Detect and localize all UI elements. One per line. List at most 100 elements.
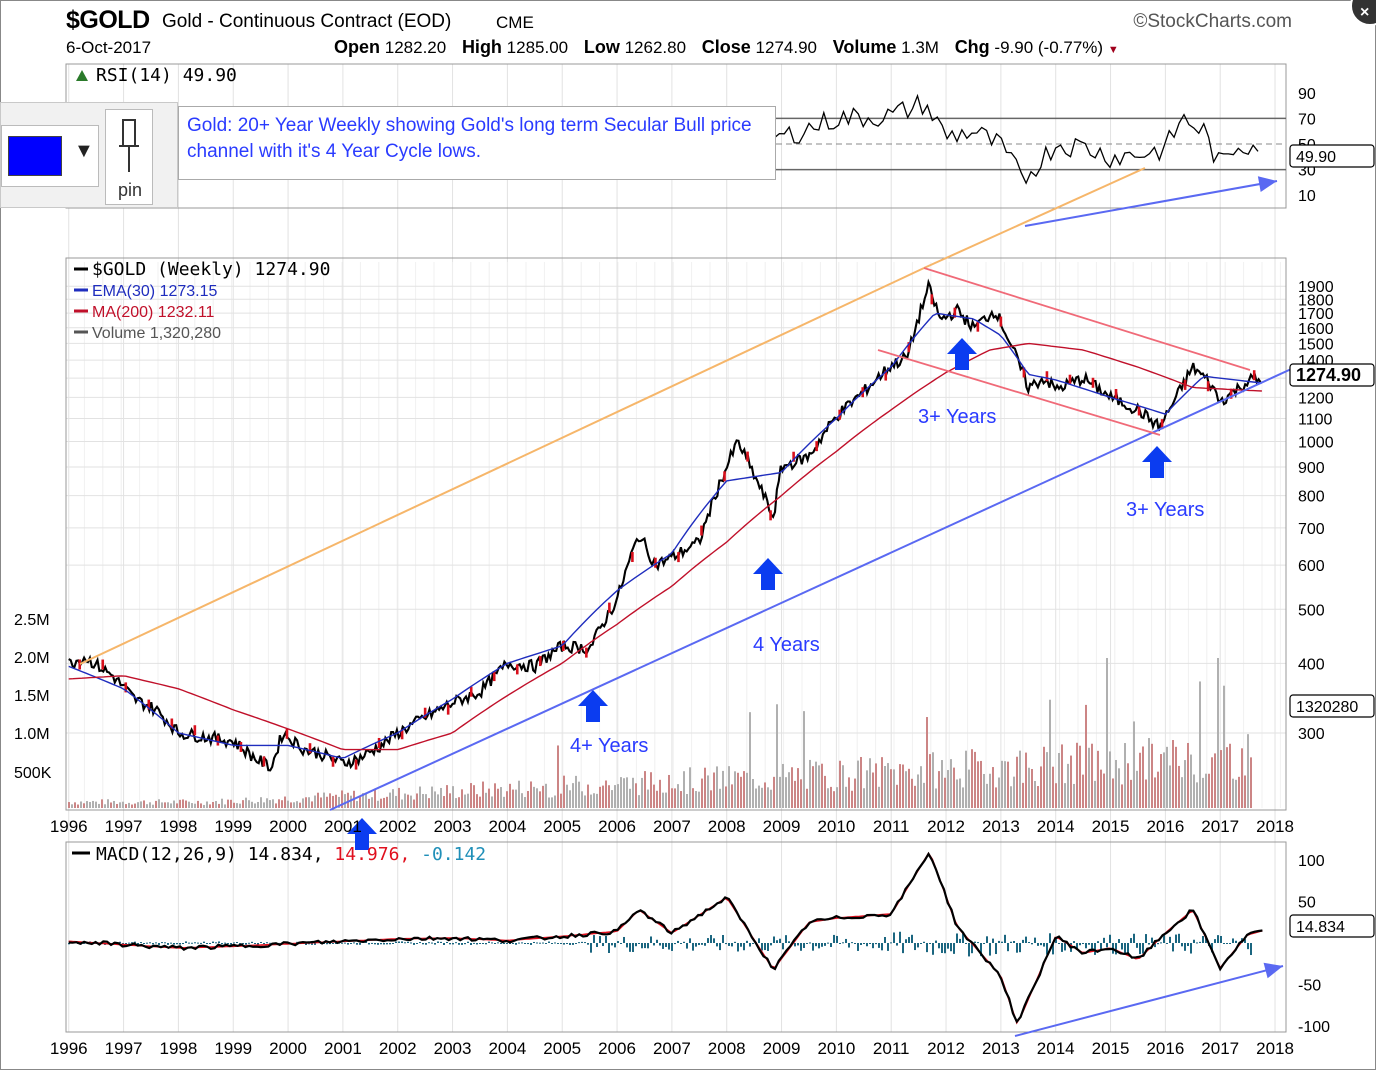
macd-histogram-bar — [938, 943, 940, 949]
quote-open-value: 1282.20 — [384, 38, 447, 57]
pin-icon — [119, 119, 139, 172]
macd-histogram-bar — [848, 943, 850, 948]
macd-histogram-bar — [587, 943, 589, 945]
volume-bar — [383, 797, 385, 808]
macd-histogram-bar — [218, 941, 220, 943]
volume-bar — [1004, 761, 1006, 808]
volume-bar — [374, 788, 376, 808]
macd-histogram-bar — [341, 942, 343, 944]
macd-histogram-bar — [215, 942, 217, 944]
volume-bar — [95, 801, 97, 808]
volume-bar — [887, 763, 889, 808]
macd-histogram-bar — [905, 939, 907, 943]
volume-bar — [521, 793, 523, 808]
volume-bar — [431, 786, 433, 808]
volume-bar — [1025, 752, 1027, 808]
volume-bar — [875, 763, 877, 808]
volume-bar — [173, 800, 175, 808]
macd-histogram-bar — [824, 943, 826, 946]
macd-histogram-bar — [854, 943, 856, 945]
volume-bar — [1217, 658, 1219, 808]
macd-histogram-bar — [230, 943, 232, 945]
volume-bar — [1079, 745, 1081, 808]
volume-bar — [1019, 750, 1021, 808]
macd-histogram-bar — [1193, 939, 1195, 943]
volume-bar — [500, 787, 502, 808]
macd-histogram-bar — [83, 943, 85, 944]
volume-bar — [455, 798, 457, 808]
volume-bar — [452, 786, 454, 808]
down-candle — [193, 725, 197, 736]
color-picker[interactable]: ▼ — [1, 125, 99, 187]
cycle-support-trendline — [329, 364, 1301, 811]
volume-bar — [914, 785, 916, 808]
volume-bar — [617, 784, 619, 808]
volume-bar — [398, 787, 400, 808]
down-candle — [1114, 389, 1118, 400]
volume-bar — [806, 788, 808, 808]
rsi-tick-label: 90 — [1298, 86, 1316, 103]
macd-histogram-bar — [431, 942, 433, 944]
macd-histogram-bar — [803, 943, 805, 948]
macd-histogram-bar — [659, 943, 661, 946]
down-candle — [124, 682, 128, 693]
volume-bar — [263, 802, 265, 808]
down-candle — [907, 342, 911, 353]
macd-histogram-bar — [959, 938, 961, 943]
macd-histogram-bar — [713, 938, 715, 943]
volume-bar — [68, 802, 70, 808]
x-tick-label-bottom: 2012 — [927, 1039, 965, 1058]
macd-histogram-bar — [173, 943, 175, 945]
macd-histogram-bar — [1022, 939, 1024, 943]
volume-bar — [1103, 773, 1105, 808]
volume-bar — [332, 795, 334, 808]
quote-high-label: High — [461, 37, 502, 57]
macd-histogram-bar — [800, 943, 802, 951]
volume-bar — [155, 800, 157, 808]
macd-histogram-bar — [632, 943, 634, 952]
volume-bar — [485, 792, 487, 808]
pin-button[interactable]: pin — [105, 109, 153, 205]
down-candle — [999, 316, 1003, 327]
volume-bar — [968, 769, 970, 808]
macd-histogram-bar — [953, 943, 955, 954]
macd-histogram-bar — [671, 943, 673, 951]
volume-bar — [989, 773, 991, 808]
macd-histogram-bar — [665, 943, 667, 947]
chevron-down-icon[interactable]: ▼ — [74, 140, 94, 162]
color-swatch[interactable] — [8, 136, 62, 176]
macd-histogram-bar — [644, 943, 646, 949]
volume-bar — [539, 791, 541, 808]
volume-bar — [863, 788, 865, 808]
macd-histogram-bar — [1181, 943, 1183, 947]
volume-bar — [596, 793, 598, 808]
macd-histogram-bar — [944, 943, 946, 954]
volume-bar — [365, 792, 367, 808]
macd-histogram-bar — [1178, 933, 1180, 943]
volume-bar — [257, 801, 259, 808]
volume-bar — [104, 804, 106, 808]
volume-bar — [404, 793, 406, 808]
down-candle — [1137, 405, 1141, 416]
brand-watermark: ©StockCharts.com — [1133, 11, 1292, 32]
volume-bar — [917, 774, 919, 808]
macd-histogram-bar — [149, 942, 151, 944]
volume-bar — [776, 704, 778, 808]
annotation-note[interactable]: Gold: 20+ Year Weekly showing Gold's lon… — [178, 106, 776, 180]
macd-histogram-bar — [512, 943, 514, 944]
volume-bar — [707, 775, 709, 808]
cycle-annotation: 4 Years — [753, 634, 820, 656]
macd-histogram-bar — [155, 942, 157, 944]
macd-histogram-bar — [812, 943, 814, 951]
volume-bar — [1160, 754, 1162, 808]
volume-bar — [1040, 766, 1042, 808]
macd-histogram-bar — [707, 938, 709, 943]
volume-bar — [728, 766, 730, 808]
volume-bar — [1022, 782, 1024, 808]
volume-bar — [1220, 750, 1222, 808]
volume-bar — [347, 792, 349, 808]
volume-bar — [89, 802, 91, 808]
price-tick-label: 500 — [1298, 602, 1325, 619]
volume-bar — [884, 766, 886, 808]
volume-bar — [224, 804, 226, 808]
